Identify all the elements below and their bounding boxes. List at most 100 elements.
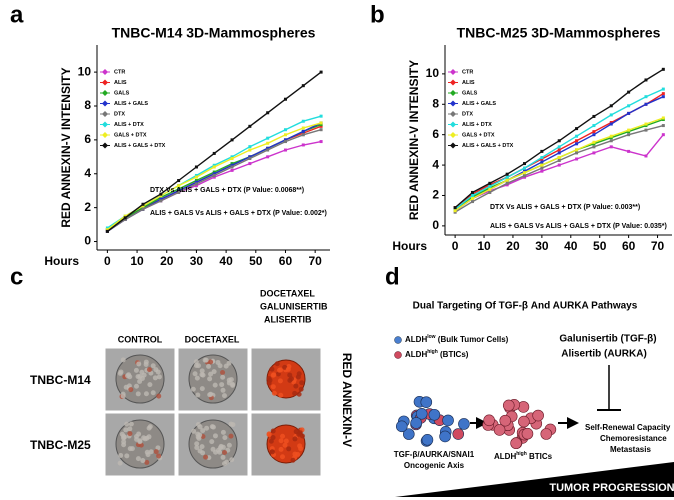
cell <box>208 359 214 365</box>
data-point <box>230 165 234 169</box>
cell <box>147 382 153 388</box>
cell <box>145 452 151 458</box>
panel-label: d <box>385 263 400 290</box>
cell <box>298 446 304 452</box>
progression-wedge <box>395 462 674 497</box>
data-point <box>488 183 492 187</box>
data-point <box>592 145 596 149</box>
cell <box>199 372 205 378</box>
column-header: DOCETAXEL <box>185 334 240 344</box>
legend-label: ALIS <box>462 80 475 86</box>
y-axis-label: RED ANNEXIN-V INTENSITY <box>59 67 73 227</box>
cell <box>222 435 228 441</box>
legend-label: CTR <box>462 69 473 75</box>
data-point <box>557 139 561 143</box>
data-point <box>470 200 474 204</box>
data-point <box>141 207 145 211</box>
legend-marker <box>102 121 108 128</box>
data-point <box>194 180 198 184</box>
cell <box>153 449 159 455</box>
cell <box>156 393 162 399</box>
data-point <box>194 173 198 177</box>
data-point <box>319 124 323 128</box>
btic-cell <box>499 414 512 427</box>
data-point <box>177 187 181 191</box>
cell <box>296 371 302 377</box>
data-point <box>627 133 631 137</box>
cell <box>220 387 226 393</box>
data-point <box>301 126 305 130</box>
cell <box>203 357 209 363</box>
data-point <box>644 78 648 82</box>
bulk-cell <box>458 418 470 430</box>
cell <box>279 454 285 460</box>
cell <box>150 390 156 396</box>
legend-marker <box>450 121 456 128</box>
legend-text: ALDHhigh (BTICs) <box>405 349 469 359</box>
x-tick-label: 30 <box>190 254 204 268</box>
data-point <box>523 174 527 178</box>
cell <box>288 376 294 382</box>
data-point <box>266 111 270 115</box>
data-point <box>505 175 509 179</box>
outcome: Self-Renewal Capacity <box>585 423 671 432</box>
data-point <box>592 140 596 144</box>
data-point <box>301 143 305 147</box>
data-point <box>505 172 509 176</box>
chart-title: TNBC-M14 3D-Mammospheres <box>112 25 316 41</box>
x-tick-label: 60 <box>279 254 293 268</box>
data-point <box>319 70 323 74</box>
cell <box>206 363 212 369</box>
legend-marker <box>450 79 456 86</box>
cell <box>226 442 232 448</box>
column-header: ALISERTIB <box>264 314 312 324</box>
cell <box>200 428 206 434</box>
series-line <box>106 71 322 232</box>
cell <box>117 370 123 376</box>
data-point <box>212 173 216 177</box>
cell <box>133 367 139 373</box>
data-point <box>453 210 457 214</box>
legend-marker <box>102 111 108 117</box>
annotation: ALIS + GALS Vs ALIS + GALS + DTX (P Valu… <box>490 223 667 230</box>
legend-label: ALIS + GALS + DTX <box>114 143 166 149</box>
outcome: Chemoresistance <box>600 434 667 443</box>
cell <box>146 434 152 440</box>
cell <box>274 361 280 367</box>
cell <box>194 375 200 381</box>
x-tick-label: 20 <box>160 254 174 268</box>
data-point <box>488 184 492 188</box>
data-point <box>470 197 474 201</box>
cell <box>266 380 272 386</box>
data-point <box>159 195 163 199</box>
data-point <box>283 133 287 137</box>
data-point <box>575 148 579 152</box>
cell <box>217 363 223 369</box>
btic-cell <box>493 424 506 436</box>
annotation: DTX Vs ALIS + GALS + DTX (P Value: 0.003… <box>490 204 640 211</box>
x-tick-label: 10 <box>130 254 144 268</box>
cell <box>286 446 292 452</box>
data-point <box>105 226 109 230</box>
data-point <box>505 181 509 185</box>
data-point <box>592 124 596 128</box>
legend-marker <box>450 111 456 117</box>
y-tick-label: 2 <box>432 188 439 202</box>
x-tick-label: 70 <box>308 254 322 268</box>
data-point <box>661 92 665 96</box>
data-point <box>123 214 127 218</box>
cell <box>135 374 141 380</box>
cell <box>128 387 134 393</box>
cell <box>277 378 283 384</box>
x-axis-label: Hours <box>392 239 427 253</box>
data-point <box>557 151 561 155</box>
data-point <box>540 169 544 173</box>
drug-label: Galunisertib (TGF-β) <box>559 334 656 345</box>
data-point <box>609 139 613 143</box>
data-point <box>575 157 579 161</box>
data-point <box>319 114 323 118</box>
bulk-cell <box>420 396 433 408</box>
data-point <box>141 206 145 210</box>
chart-title: TNBC-M25 3D-Mammospheres <box>457 25 661 41</box>
